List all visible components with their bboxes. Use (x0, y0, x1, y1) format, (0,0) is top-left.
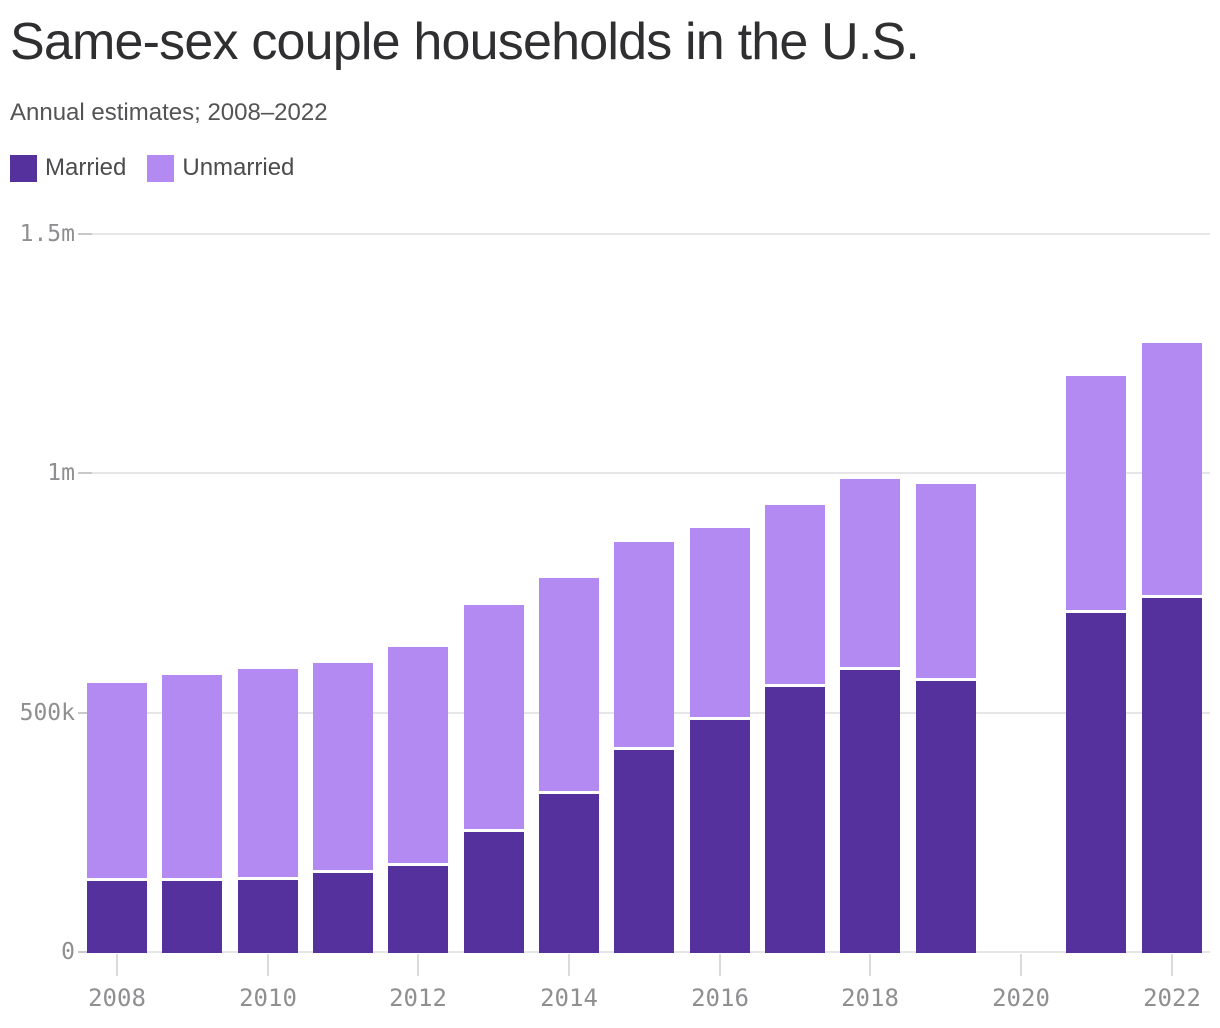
legend-label-unmarried: Unmarried (182, 154, 295, 181)
bar-married-2015 (614, 750, 674, 953)
x-axis-label-2010: 2010 (239, 984, 297, 1012)
bar-married-2017 (765, 687, 825, 953)
y-axis-label-1m: 1m (47, 460, 75, 486)
bar-married-2016 (690, 720, 750, 953)
bar-unmarried-2016 (690, 528, 750, 717)
bar-married-2014 (539, 794, 599, 953)
gridline-1.5m (82, 233, 1210, 235)
x-axis-label-2008: 2008 (88, 984, 146, 1012)
x-axis-tick-2018 (869, 954, 871, 976)
bar-married-2010 (238, 880, 298, 953)
x-axis-tick-2014 (568, 954, 570, 976)
bar-married-2019 (916, 681, 976, 953)
bar-unmarried-2008 (87, 683, 147, 878)
bar-unmarried-2022 (1142, 343, 1202, 595)
y-axis-tick-1m (78, 472, 92, 474)
x-axis-tick-2008 (116, 954, 118, 976)
y-axis-label-1.5m: 1.5m (19, 221, 75, 247)
bar-unmarried-2010 (238, 669, 298, 877)
bar-married-2008 (87, 881, 147, 953)
legend-item-married: Married (10, 154, 126, 182)
bar-unmarried-2011 (313, 663, 373, 870)
bar-unmarried-2013 (464, 605, 524, 829)
y-axis-tick-1.5m (78, 233, 92, 235)
bar-unmarried-2019 (916, 484, 976, 678)
bar-unmarried-2009 (162, 675, 222, 878)
bar-married-2022 (1142, 598, 1202, 953)
x-axis-tick-2010 (267, 954, 269, 976)
bar-married-2018 (840, 670, 900, 953)
chart-subtitle: Annual estimates; 2008–2022 (10, 99, 328, 126)
bar-unmarried-2014 (539, 578, 599, 791)
bar-unmarried-2021 (1066, 376, 1126, 610)
x-axis-tick-2022 (1171, 954, 1173, 976)
bar-unmarried-2017 (765, 505, 825, 684)
legend-swatch-unmarried (147, 154, 175, 182)
y-axis-tick-500k (78, 712, 92, 714)
gridline-1m (82, 472, 1210, 474)
bar-unmarried-2015 (614, 542, 674, 747)
bar-married-2009 (162, 881, 222, 953)
x-axis-tick-2020 (1020, 954, 1022, 976)
bar-married-2013 (464, 832, 524, 953)
x-axis-tick-2016 (719, 954, 721, 976)
bar-unmarried-2012 (388, 647, 448, 863)
x-axis-label-2016: 2016 (691, 984, 749, 1012)
bar-married-2012 (388, 866, 448, 953)
x-axis-label-2022: 2022 (1143, 984, 1201, 1012)
legend-item-unmarried: Unmarried (147, 154, 294, 182)
bar-married-2021 (1066, 613, 1126, 953)
legend-swatch-married (10, 154, 37, 182)
x-axis-label-2018: 2018 (841, 984, 899, 1012)
x-axis-label-2020: 2020 (992, 984, 1050, 1012)
y-axis-label-500k: 500k (19, 700, 75, 726)
bar-married-2011 (313, 873, 373, 953)
y-axis-label-0: 0 (61, 939, 75, 965)
x-axis-tick-2012 (417, 954, 419, 976)
legend-label-married: Married (45, 154, 127, 181)
bar-unmarried-2018 (840, 479, 900, 667)
x-axis-label-2012: 2012 (389, 984, 447, 1012)
legend: Married Unmarried (10, 154, 294, 182)
chart-title: Same-sex couple households in the U.S. (10, 13, 920, 71)
x-axis-label-2014: 2014 (540, 984, 598, 1012)
y-axis-tick-0 (78, 951, 92, 953)
